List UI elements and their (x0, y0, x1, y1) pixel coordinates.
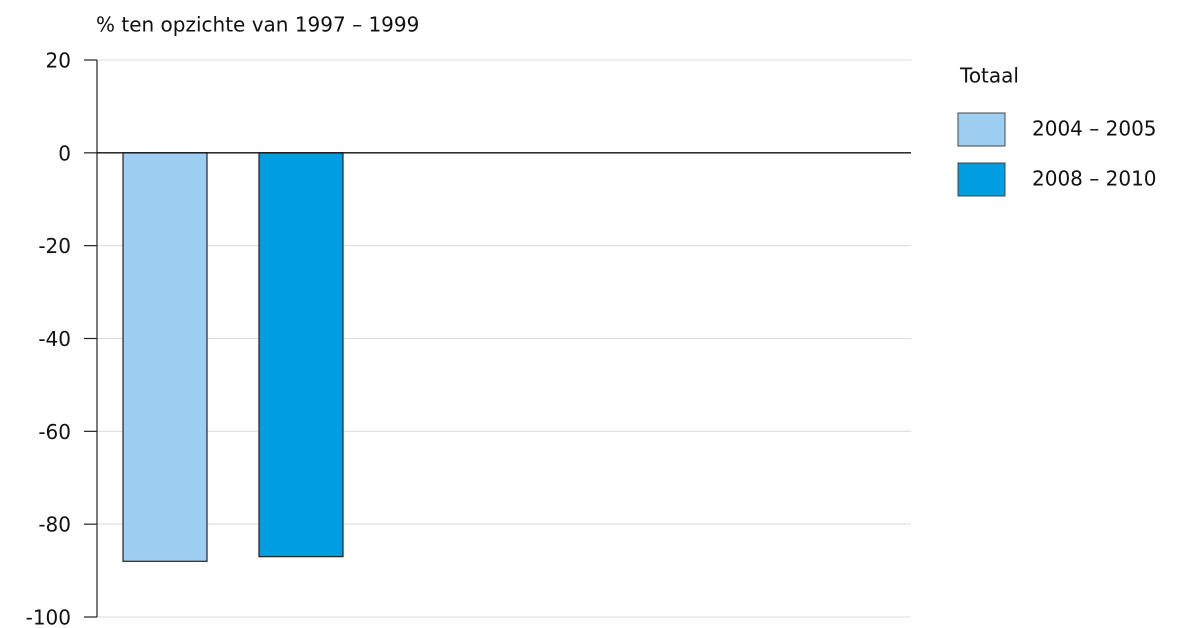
legend-label: 2004 – 2005 (1032, 117, 1157, 141)
y-tick-label: -60 (38, 420, 71, 444)
y-axis-title: % ten opzichte van 1997 – 1999 (96, 13, 419, 37)
legend-swatch (957, 112, 1006, 147)
y-tick-label: -100 (26, 606, 71, 628)
legend-title: Totaal (959, 64, 1019, 88)
y-tick-label: -20 (38, 234, 71, 258)
y-tick-label: -40 (38, 327, 71, 351)
y-tick-label: 0 (58, 141, 71, 165)
legend-label: 2008 – 2010 (1032, 167, 1157, 191)
legend-swatch (957, 162, 1006, 197)
bar (258, 152, 344, 558)
bar (122, 152, 208, 562)
y-tick-label: 20 (46, 49, 71, 73)
y-tick-label: -80 (38, 513, 71, 537)
